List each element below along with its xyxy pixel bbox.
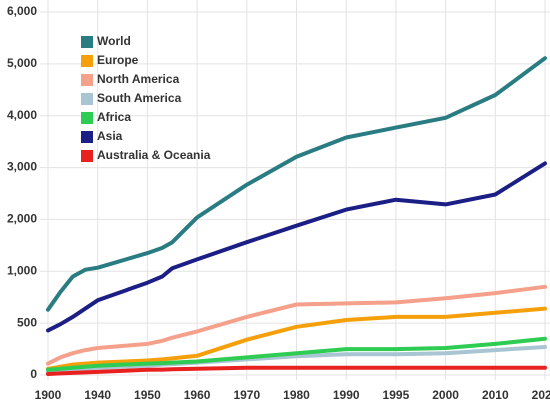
legend-label: North America	[97, 72, 180, 86]
series-line	[46, 161, 547, 333]
x-tick-label: 1995	[383, 388, 410, 402]
y-tick-label: 5,000	[7, 56, 37, 70]
x-tick-label: 2020	[532, 388, 550, 402]
legend-swatch	[81, 131, 93, 143]
legend-label: South America	[97, 91, 182, 105]
x-tick-label: 1990	[333, 388, 360, 402]
legend-swatch	[81, 112, 93, 124]
y-tick-label: 4,000	[7, 108, 37, 122]
x-tick-label: 2010	[482, 388, 509, 402]
x-tick-label: 1950	[134, 388, 161, 402]
x-tick-label: 1960	[184, 388, 211, 402]
y-tick-label: 1,000	[7, 263, 37, 277]
legend-swatch	[81, 36, 93, 48]
series-line	[46, 56, 547, 312]
x-tick-label: 1940	[84, 388, 111, 402]
legend-label: Africa	[97, 110, 131, 124]
y-tick-label: 0	[30, 367, 37, 381]
legend-swatch	[81, 74, 93, 86]
x-tick-label: 2000	[432, 388, 459, 402]
series-line	[46, 336, 547, 372]
legend-label: World	[97, 34, 131, 48]
legend-label: Asia	[97, 129, 123, 143]
legend-label: Europe	[97, 53, 139, 67]
series-line	[46, 284, 547, 366]
series-line	[46, 365, 547, 376]
legend-swatch	[81, 150, 93, 162]
y-tick-label: 2,000	[7, 212, 37, 226]
legend-swatch	[81, 55, 93, 67]
y-tick-label: 6,000	[7, 4, 37, 18]
y-tick-label: 500	[17, 315, 37, 329]
x-tick-label: 1900	[35, 388, 62, 402]
series-line	[46, 306, 547, 371]
legend-swatch	[81, 93, 93, 105]
x-tick-label: 1970	[233, 388, 260, 402]
y-tick-label: 3,000	[7, 160, 37, 174]
legend-label: Australia & Oceania	[97, 148, 211, 162]
x-tick-label: 1980	[283, 388, 310, 402]
